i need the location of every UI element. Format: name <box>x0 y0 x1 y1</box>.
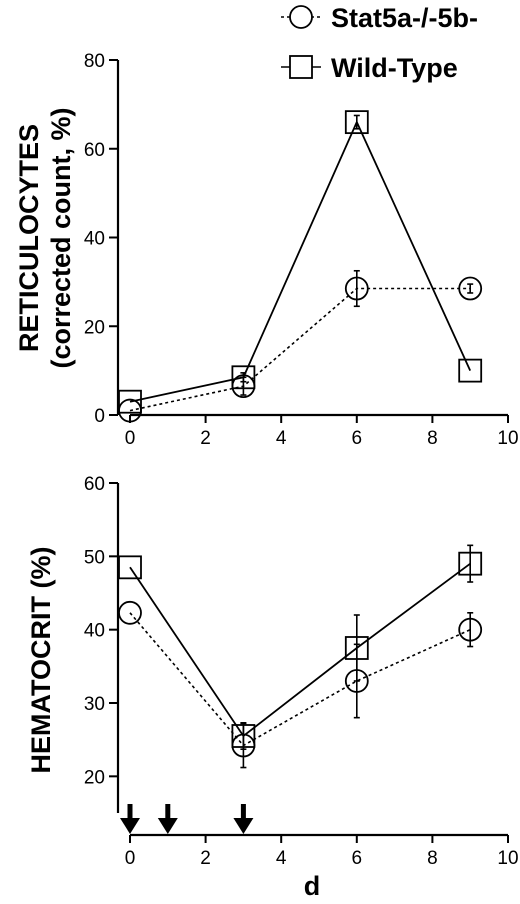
injection-arrow-head <box>233 818 254 834</box>
stat5-data-point <box>458 617 483 642</box>
y-tick-label: 40 <box>84 229 105 250</box>
x-tick-label: 6 <box>352 428 363 449</box>
wildtype-data-point <box>118 389 142 414</box>
legend: Stat5a-/-5b- Wild-Type <box>281 3 478 83</box>
injection-arrow-head <box>157 818 178 834</box>
stat5-data-point <box>344 276 369 301</box>
y-axis-label: RETICULOCYTES <box>14 124 44 352</box>
x-tick-label: 10 <box>497 428 518 449</box>
x-tick-label: 10 <box>497 848 518 869</box>
x-tick-label: 8 <box>427 848 438 869</box>
reticulocytes-plot: 0 20 40 60 80 0 2 4 6 8 10 RETICULOCYTES (corrected … <box>14 51 519 449</box>
y-axis-label: HEMATOCRIT (%) <box>26 547 56 774</box>
stat5-data-point <box>118 600 142 625</box>
wildtype-data-point <box>458 358 483 383</box>
stat5-data-point <box>458 276 483 301</box>
injection-arrow-head <box>120 818 140 834</box>
y-tick-label: 50 <box>84 547 105 568</box>
x-tick-label: 6 <box>352 848 363 869</box>
y-tick-label: 40 <box>84 621 105 642</box>
wildtype-data-point <box>231 724 256 748</box>
x-tick-label: 8 <box>427 428 438 449</box>
y-tick-label: 30 <box>84 694 105 715</box>
stat5-series-line <box>129 287 471 412</box>
wildtype-data-point <box>344 110 369 135</box>
wildtype-data-point <box>118 555 142 580</box>
y-axis-label-line-2: (corrected count, %) <box>46 107 76 368</box>
x-tick-label: 2 <box>200 428 211 449</box>
stat5-series-line <box>129 612 471 747</box>
x-tick-label: 2 <box>200 848 211 869</box>
x-tick-label: 4 <box>276 848 287 869</box>
wildtype-data-point <box>344 636 369 660</box>
y-tick-label: 80 <box>84 51 105 72</box>
x-tick-label: 0 <box>125 428 136 449</box>
legend-label: Stat5a-/-5b- <box>331 3 478 33</box>
wildtype-series-line <box>129 119 472 403</box>
hematocrit-plot: 20 30 40 50 60 0 2 4 6 8 10 HEMATOCRIT (%) <box>26 474 519 869</box>
x-tick-label: 4 <box>276 428 287 449</box>
wildtype-series-line <box>129 562 471 738</box>
x-axis-label: d <box>304 871 321 901</box>
legend-square-marker <box>289 55 313 79</box>
wildtype-data-point <box>231 365 256 390</box>
y-tick-label: 60 <box>84 140 105 161</box>
legend-circle-marker <box>289 5 313 29</box>
y-tick-label: 60 <box>84 474 105 495</box>
y-tick-label: 20 <box>84 317 105 338</box>
y-tick-label: 0 <box>94 406 105 427</box>
y-tick-label: 20 <box>84 767 105 788</box>
x-tick-label: 0 <box>125 848 136 869</box>
legend-label: Wild-Type <box>331 53 458 83</box>
wildtype-data-point <box>458 551 483 576</box>
